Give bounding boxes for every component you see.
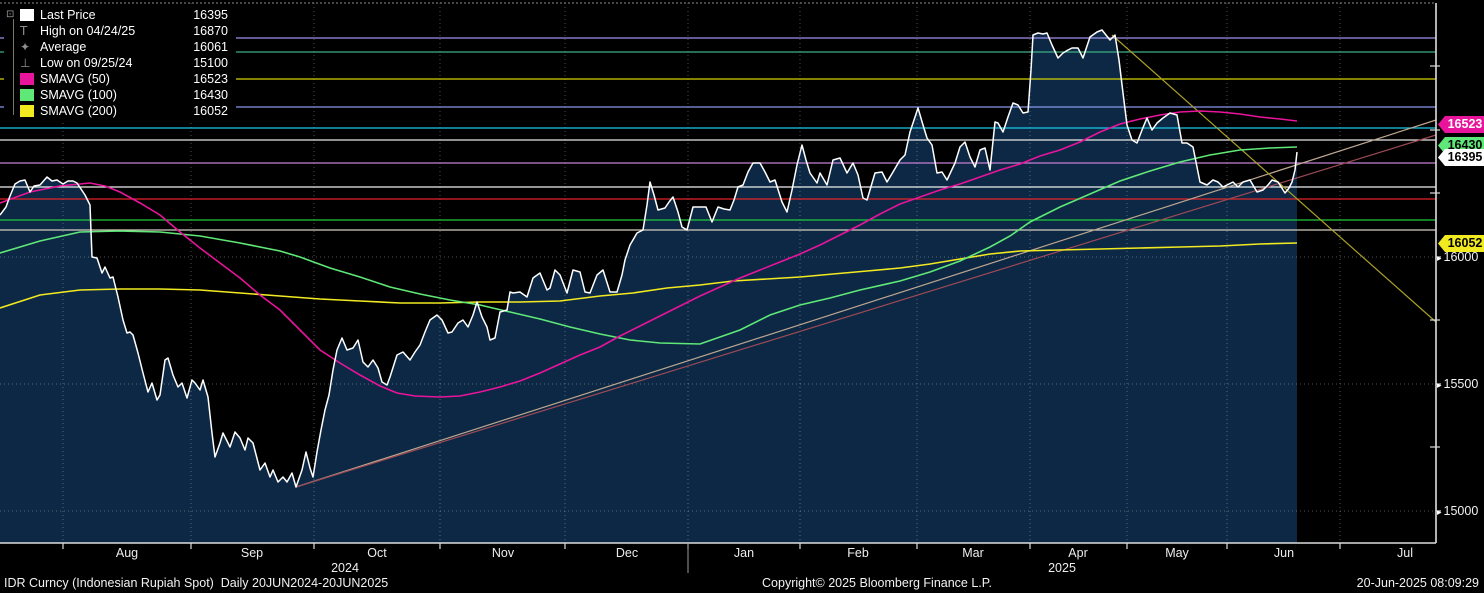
smavg100-swatch — [20, 89, 34, 101]
legend-value: 16523 — [193, 72, 228, 86]
legend-value: 15100 — [193, 56, 228, 70]
x-axis-month-label: Apr — [1068, 546, 1088, 560]
timestamp: 20-Jun-2025 08:09:29 — [1356, 576, 1479, 590]
legend-row[interactable]: T High on 04/24/25 16870 — [6, 23, 236, 39]
price-line — [0, 29, 1298, 488]
legend-label: SMAVG (100) — [40, 88, 117, 102]
sma200-line — [0, 242, 1298, 309]
trendline — [295, 134, 1437, 488]
legend-row[interactable]: SMAVG (200) 16052 — [6, 103, 236, 119]
legend-row[interactable]: ⊥ Low on 09/25/24 15100 — [6, 55, 236, 71]
x-axis-month-label: Mar — [962, 546, 984, 560]
security-description: IDR Curncy (Indonesian Rupiah Spot) Dail… — [4, 576, 389, 590]
average-marker-icon: ✦ — [20, 40, 31, 54]
sma100-line — [0, 146, 1298, 345]
copyright-text: Copyright© 2025 Bloomberg Finance L.P. — [762, 576, 992, 590]
last-price-swatch — [20, 9, 34, 21]
trendline — [1111, 34, 1437, 323]
legend-expand-icon[interactable]: ⊡ — [6, 9, 15, 20]
x-axis-month-label: Nov — [491, 546, 515, 560]
low-marker-icon: ⊥ — [20, 56, 31, 70]
status-bar: IDR Curncy (Indonesian Rupiah Spot) Dail… — [0, 575, 1484, 593]
legend-value: 16395 — [193, 8, 228, 22]
x-axis-month-label: Jun — [1273, 546, 1295, 560]
legend-row[interactable]: SMAVG (50) 16523 — [6, 71, 236, 87]
last-price-tag[interactable]: 16395 — [1438, 149, 1484, 166]
x-axis-month-label: Sep — [240, 546, 264, 560]
legend-row[interactable]: SMAVG (100) 16430 — [6, 87, 236, 103]
legend-value: 16052 — [193, 104, 228, 118]
legend-label: High on 04/24/25 — [40, 24, 136, 38]
legend-label: SMAVG (200) — [40, 104, 117, 118]
legend-label: Last Price — [40, 8, 96, 22]
x-axis-month-label: May — [1165, 546, 1189, 560]
legend-label: Average — [40, 40, 87, 54]
x-axis-month-label: Feb — [847, 546, 869, 560]
high-marker-icon: T — [20, 24, 28, 38]
legend-row[interactable]: ✦ Average 16061 — [6, 39, 236, 55]
legend-label: SMAVG (50) — [40, 72, 110, 86]
axis-arrow-icon: ▸ — [1437, 254, 1442, 264]
x-axis-month-label: Oct — [367, 546, 387, 560]
x-axis-month-label: Aug — [115, 546, 139, 560]
x-axis-month-label: Dec — [615, 546, 639, 560]
axis-arrow-icon: ▸ — [1437, 508, 1442, 518]
smavg50-price-tag: 16523 — [1438, 116, 1484, 133]
legend-value: 16870 — [193, 24, 228, 38]
legend-value: 16430 — [193, 88, 228, 102]
x-axis-year-label: 2025 — [1048, 561, 1076, 575]
legend-row[interactable]: ⊡ Last Price 16395 — [6, 7, 236, 23]
x-axis-year-label: 2024 — [331, 561, 359, 575]
legend-label: Low on 09/25/24 — [40, 56, 133, 70]
x-axis-month-label: Jul — [1397, 546, 1413, 560]
smavg200-price-tag: 16052 — [1438, 235, 1484, 252]
x-axis-month-label: Jan — [733, 546, 755, 560]
smavg50-swatch — [20, 73, 34, 85]
sma50-line — [0, 110, 1298, 398]
smavg200-swatch — [20, 105, 34, 117]
y-axis-label: ▸ 15000 — [1437, 504, 1479, 518]
y-axis-label: ▸ 15500 — [1437, 377, 1479, 391]
chart-legend: ⊡ Last Price 16395 T High on 04/24/25 16870 ✦ A… — [4, 5, 236, 121]
legend-value: 16061 — [193, 40, 228, 54]
legend-tree-rail — [13, 19, 14, 115]
y-axis-label: ▸ 16000 — [1437, 250, 1479, 264]
axis-arrow-icon: ▸ — [1437, 381, 1442, 391]
